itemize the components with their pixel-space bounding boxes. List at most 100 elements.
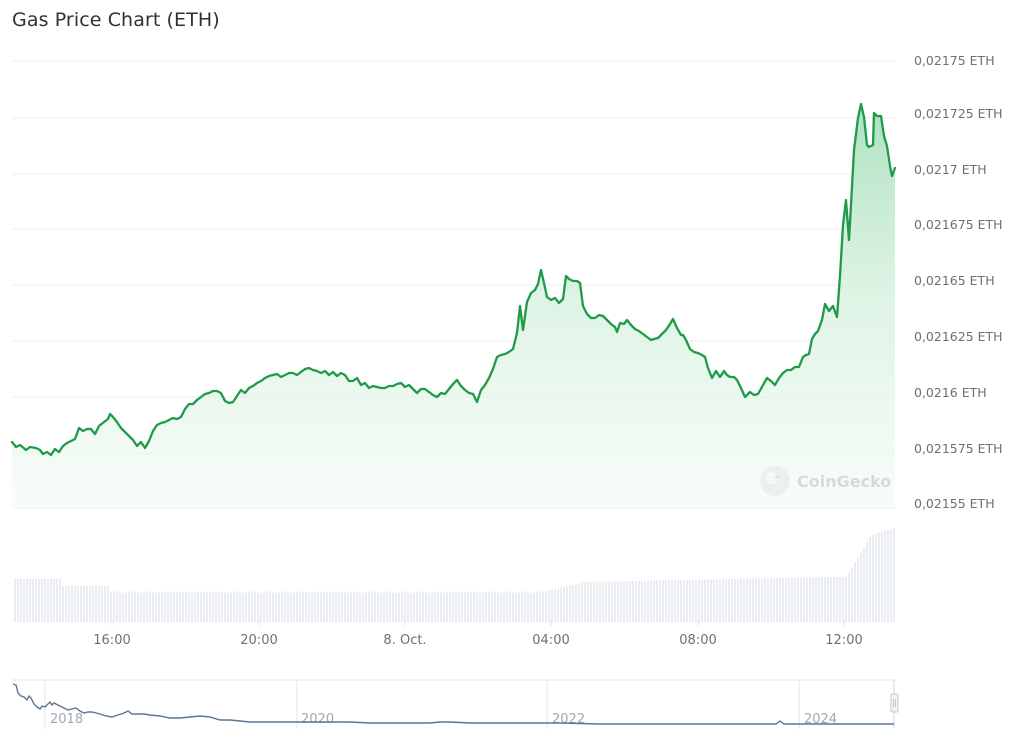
volume-bar bbox=[578, 583, 580, 622]
volume-bar bbox=[419, 591, 421, 622]
volume-bar bbox=[875, 533, 877, 622]
volume-bar bbox=[104, 586, 106, 622]
volume-bar bbox=[269, 591, 271, 622]
volume-bar bbox=[311, 592, 313, 622]
volume-bar bbox=[743, 578, 745, 622]
navigator-tick-label: 2018 bbox=[50, 712, 83, 727]
volume-bar bbox=[257, 592, 259, 622]
x-axis: 16:00 20:00 8. Oct. 04:00 08:00 12:00 bbox=[93, 620, 863, 648]
volume-bar bbox=[752, 578, 754, 622]
volume-bar bbox=[698, 579, 700, 622]
volume-bar bbox=[554, 588, 556, 622]
volume-bar bbox=[809, 577, 811, 622]
volume-bar bbox=[452, 591, 454, 622]
volume-bar bbox=[692, 579, 694, 622]
navigator-tick-label: 2020 bbox=[301, 712, 334, 727]
volume-bar bbox=[671, 580, 673, 622]
volume-bar bbox=[647, 580, 649, 622]
volume-bar bbox=[605, 581, 607, 622]
volume-bar bbox=[443, 592, 445, 622]
volume-bar bbox=[146, 591, 148, 622]
price-line[interactable] bbox=[10, 102, 897, 457]
volume-bar bbox=[785, 577, 787, 622]
volume-bar bbox=[683, 579, 685, 622]
volume-bar bbox=[440, 591, 442, 622]
volume-bar bbox=[800, 577, 802, 622]
volume-bar bbox=[740, 578, 742, 622]
volume-bar bbox=[161, 592, 163, 622]
volume-bar bbox=[356, 591, 358, 622]
volume-bar bbox=[44, 579, 46, 622]
volume-bar bbox=[380, 592, 382, 622]
volume-bar bbox=[776, 578, 778, 622]
volume-bar bbox=[599, 581, 601, 622]
volume-bar bbox=[662, 580, 664, 622]
y-tick-label: 0,0216 ETH bbox=[914, 385, 987, 400]
volume-bar bbox=[92, 586, 94, 622]
volume-bar bbox=[101, 586, 103, 622]
volume-bar bbox=[134, 591, 136, 622]
volume-bar bbox=[773, 578, 775, 622]
volume-bar bbox=[590, 581, 592, 622]
volume-bar bbox=[89, 586, 91, 622]
volume-bar bbox=[581, 581, 583, 622]
y-tick-label: 0,021675 ETH bbox=[914, 217, 1003, 232]
volume-bar bbox=[38, 579, 40, 622]
volume-bar bbox=[467, 591, 469, 622]
volume-bar bbox=[695, 579, 697, 622]
volume-bar bbox=[476, 592, 478, 622]
volume-bar bbox=[791, 577, 793, 622]
volume-bar bbox=[113, 591, 115, 622]
volume-bar bbox=[632, 580, 634, 622]
volume-bar bbox=[887, 529, 889, 622]
volume-bar bbox=[815, 577, 817, 622]
volume-bar bbox=[824, 577, 826, 622]
navigator-handle[interactable] bbox=[890, 693, 899, 713]
volume-bar bbox=[140, 592, 142, 622]
x-tick-label: 08:00 bbox=[679, 633, 716, 648]
volume-bar bbox=[296, 592, 298, 622]
volume-bar bbox=[509, 591, 511, 622]
volume-bar bbox=[779, 578, 781, 622]
volume-bar bbox=[674, 580, 676, 622]
volume-bar bbox=[854, 562, 856, 622]
volume-bar bbox=[32, 579, 34, 622]
volume-bar bbox=[551, 589, 553, 622]
volume-bar bbox=[749, 578, 751, 622]
volume-bar bbox=[884, 530, 886, 622]
volume-bar bbox=[533, 592, 535, 622]
volume-bar bbox=[857, 557, 859, 622]
volume-bar bbox=[746, 578, 748, 622]
volume-bar bbox=[560, 587, 562, 622]
volume-bar bbox=[794, 577, 796, 622]
volume-bar bbox=[737, 578, 739, 622]
volume-bar bbox=[329, 592, 331, 622]
volume-bar bbox=[170, 592, 172, 622]
volume-bar bbox=[230, 591, 232, 622]
volume-bar bbox=[455, 591, 457, 622]
volume-bar bbox=[137, 592, 139, 622]
price-area-fill bbox=[12, 104, 895, 508]
volume-bar bbox=[575, 584, 577, 622]
volume-bar bbox=[71, 586, 73, 622]
volume-bar bbox=[719, 579, 721, 622]
volume-bar bbox=[725, 579, 727, 622]
volume-bar bbox=[491, 591, 493, 622]
volume-bar bbox=[239, 592, 241, 622]
volume-bar bbox=[839, 576, 841, 622]
volume-bar bbox=[836, 576, 838, 622]
volume-bar bbox=[233, 591, 235, 622]
volume-bar bbox=[557, 588, 559, 622]
volume-bar bbox=[821, 577, 823, 622]
volume-bar bbox=[335, 591, 337, 622]
volume-bar bbox=[383, 591, 385, 622]
volume-bar bbox=[23, 579, 25, 622]
volume-bar bbox=[539, 591, 541, 622]
y-tick-label: 0,0217 ETH bbox=[914, 162, 987, 177]
volume-bar bbox=[212, 592, 214, 622]
volume-bar bbox=[194, 592, 196, 622]
volume-bar bbox=[203, 591, 205, 622]
volume-bar bbox=[263, 592, 265, 622]
navigator[interactable]: 2018 2020 2022 2024 bbox=[12, 679, 899, 729]
